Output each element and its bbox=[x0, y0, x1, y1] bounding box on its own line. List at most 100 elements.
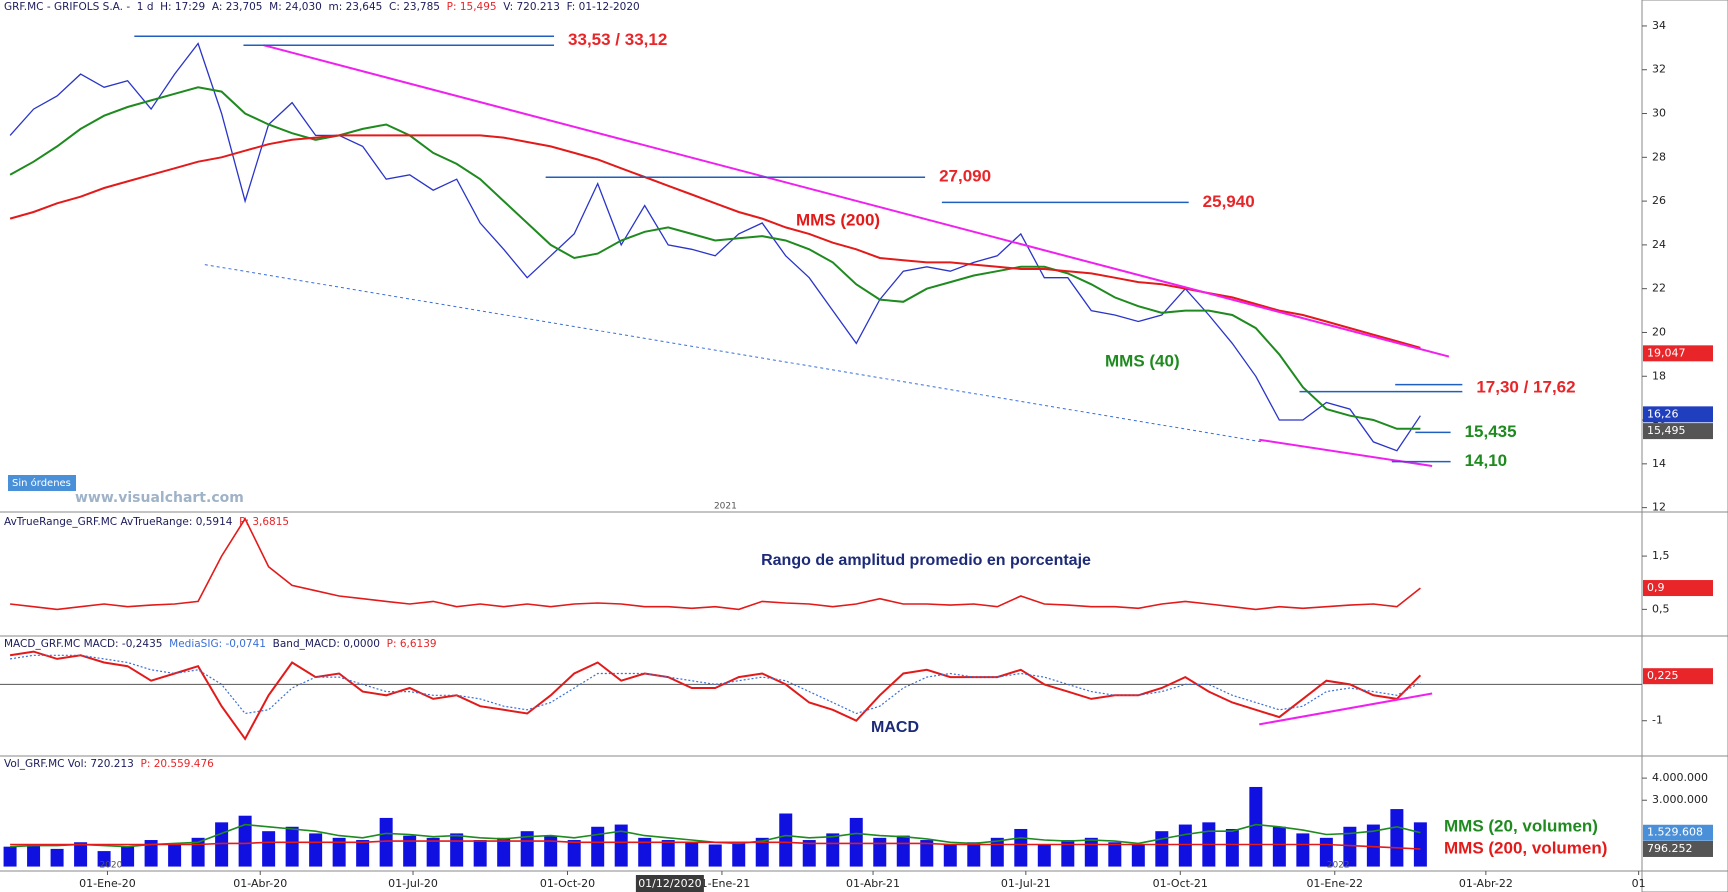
annotation: MACD bbox=[871, 719, 919, 736]
volume-bar bbox=[379, 817, 393, 867]
volume-bar bbox=[3, 846, 17, 867]
volume-bar bbox=[473, 840, 487, 867]
header-part: GRF.MC - GRIFOLS S.A. - 1 d H: 17:29 A: … bbox=[4, 1, 447, 13]
volume-bar bbox=[1366, 824, 1380, 867]
volume-bar bbox=[732, 842, 746, 867]
panel-header: MACD_GRF.MC MACD: -0,2435 MediaSIG: -0,0… bbox=[4, 638, 437, 650]
volume-bar bbox=[356, 840, 370, 867]
series-label: MMS (200) bbox=[796, 210, 880, 229]
last-value-box bbox=[1643, 840, 1713, 857]
last-value-label: 0,225 bbox=[1647, 669, 1679, 682]
volume-bar bbox=[708, 844, 722, 867]
last-value-box bbox=[1643, 580, 1713, 597]
last-value-label: 796.252 bbox=[1647, 842, 1693, 855]
y-tick-label: 20 bbox=[1652, 325, 1666, 338]
last-value-box bbox=[1643, 668, 1713, 685]
level-label: 14,10 bbox=[1465, 451, 1508, 470]
panel-header: Vol_GRF.MC Vol: 720.213 P: 20.559.476 bbox=[4, 758, 214, 770]
series-line bbox=[10, 517, 1421, 611]
series-line bbox=[9, 86, 1421, 430]
volume-bar bbox=[1061, 840, 1075, 867]
cursor-box bbox=[635, 875, 704, 892]
header-part: P: 15,495 bbox=[447, 1, 497, 13]
last-value-box bbox=[1643, 824, 1713, 841]
status[interactable]: Sin órdenes bbox=[12, 477, 71, 489]
volume-bar bbox=[1413, 822, 1427, 867]
volume-bar bbox=[1131, 844, 1145, 867]
panel-header: GRF.MC - GRIFOLS S.A. - 1 d H: 17:29 A: … bbox=[4, 1, 640, 13]
x-tick-label: 01-Abr-21 bbox=[846, 877, 900, 890]
last-value-label: 1.529.608 bbox=[1647, 826, 1703, 839]
watermark: www.visualchart.com bbox=[75, 490, 244, 506]
volume-bar bbox=[309, 833, 323, 867]
x-tick-label: 01-Ene-22 bbox=[1306, 877, 1363, 890]
header-part: AvTrueRange_GRF.MC AvTrueRange: 0,5914 bbox=[4, 516, 239, 528]
y-tick-label: 34 bbox=[1652, 19, 1666, 32]
header-part: Vol_GRF.MC Vol: 720.213 bbox=[4, 758, 141, 770]
volume-bar bbox=[943, 844, 957, 867]
header-part: V: 720.213 F: 01-12-2020 bbox=[497, 1, 640, 13]
trend-line bbox=[1259, 692, 1433, 726]
volume-bar bbox=[1178, 824, 1192, 867]
volume-bar bbox=[661, 840, 675, 867]
y-tick-label: 1,5 bbox=[1652, 549, 1670, 562]
level-label: 15,435 bbox=[1465, 422, 1517, 441]
volume-bar bbox=[1014, 828, 1028, 867]
header-part: P: 6,6139 bbox=[387, 638, 437, 650]
x-tick-label: 01-Jul-20 bbox=[388, 877, 438, 890]
volume-bar bbox=[614, 824, 628, 867]
x-tick-label: 01-Ene-21 bbox=[694, 877, 751, 890]
y-tick-label: 26 bbox=[1652, 194, 1666, 207]
last-value-label: 19,047 bbox=[1647, 346, 1686, 359]
volume-bar bbox=[403, 835, 417, 867]
volume-bar bbox=[1155, 831, 1169, 867]
x-tick-label: 01-Abr-20 bbox=[233, 877, 287, 890]
panel-header: AvTrueRange_GRF.MC AvTrueRange: 0,5914 P… bbox=[4, 516, 289, 528]
volume-bar bbox=[1037, 844, 1051, 867]
x-tick-label: 01-Ene-20 bbox=[79, 877, 136, 890]
status-box[interactable] bbox=[8, 475, 76, 491]
plot bbox=[3, 786, 1427, 867]
volume-bar bbox=[1272, 826, 1286, 867]
header-part: P: 3,6815 bbox=[239, 516, 289, 528]
y-tick-label: 0,5 bbox=[1652, 602, 1670, 615]
header-part: P: 20.559.476 bbox=[141, 758, 215, 770]
series-line bbox=[10, 840, 1421, 850]
x-tick-label: 01-Oct-20 bbox=[540, 877, 595, 890]
header-part: MACD_GRF.MC MACD: -0,2435 bbox=[4, 638, 169, 650]
volume-bar bbox=[497, 837, 511, 867]
y-tick-label: 4.000.000 bbox=[1652, 771, 1708, 784]
volume-bar bbox=[144, 840, 158, 867]
year-label: 2021 bbox=[714, 502, 737, 512]
volume-bar bbox=[826, 833, 840, 867]
volume-bar bbox=[1225, 828, 1239, 867]
volume-bar bbox=[1249, 786, 1263, 867]
volume-bar bbox=[1296, 833, 1310, 867]
last-value-label: 15,495 bbox=[1647, 424, 1686, 437]
volume-bar bbox=[685, 842, 699, 867]
volume-bar bbox=[755, 837, 769, 867]
y-tick-label: 12 bbox=[1652, 501, 1666, 514]
series-line bbox=[9, 650, 1422, 741]
last-value-box bbox=[1643, 423, 1713, 440]
series-label: MMS (20, volumen) bbox=[1444, 816, 1598, 835]
plot bbox=[10, 517, 1421, 611]
year-label: 2020 bbox=[99, 861, 122, 871]
volume-bar bbox=[873, 837, 887, 867]
x-tick-label: 01-Abr-22 bbox=[1459, 877, 1513, 890]
last-value-box bbox=[1643, 345, 1713, 362]
y-tick-label: 22 bbox=[1652, 282, 1666, 295]
level-label: 27,090 bbox=[939, 167, 991, 186]
y-tick-label: 30 bbox=[1652, 107, 1666, 120]
volume-bar bbox=[121, 846, 135, 867]
volume-bar bbox=[27, 844, 41, 867]
y-tick-label: 18 bbox=[1652, 369, 1666, 382]
series-label: MMS (40) bbox=[1105, 351, 1180, 370]
trend-line bbox=[204, 264, 1263, 443]
y-tick-label: 3.000.000 bbox=[1652, 793, 1708, 806]
header-part: Band_MACD: 0,0000 bbox=[266, 638, 387, 650]
y-tick-label: 14 bbox=[1652, 457, 1666, 470]
volume-bar bbox=[638, 837, 652, 867]
